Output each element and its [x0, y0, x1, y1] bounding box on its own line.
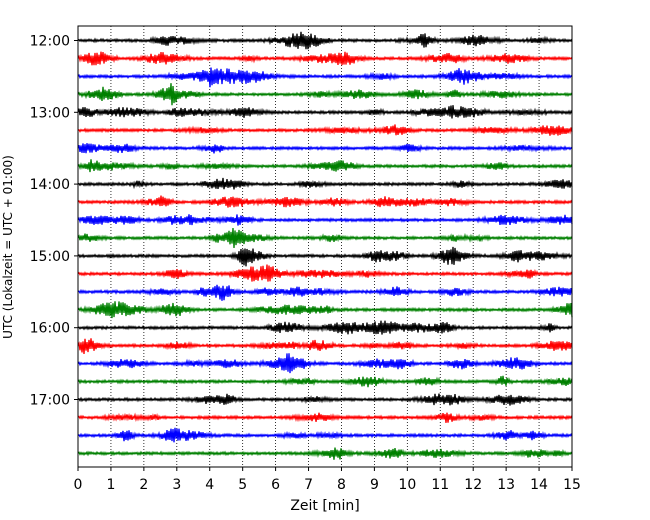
seismogram-traces — [77, 31, 573, 460]
x-tick-label: 15 — [563, 477, 581, 493]
x-tick-label: 8 — [337, 477, 346, 493]
seismogram-trace — [77, 177, 573, 190]
seismogram-trace — [77, 31, 573, 50]
seismogram-trace — [77, 301, 573, 319]
x-tick-label: 9 — [370, 477, 379, 493]
seismogram-trace — [77, 228, 573, 249]
x-tick-label: 1 — [106, 477, 115, 493]
seismogram-trace — [77, 353, 573, 374]
x-axis-label: Zeit [min] — [290, 498, 359, 514]
seismogram-trace — [77, 338, 573, 355]
seismogram-trace — [77, 143, 573, 154]
y-axis-label: UTC (Lokalzeit = UTC + 01:00) — [1, 155, 15, 339]
seismogram-trace — [77, 214, 573, 226]
x-tick-label: 5 — [238, 477, 247, 493]
seismogram-trace — [77, 124, 573, 136]
x-tick-label: 7 — [304, 477, 313, 493]
seismogram-trace — [77, 246, 573, 267]
x-tick-label: 14 — [530, 477, 548, 493]
seismogram-trace — [77, 284, 573, 301]
x-tick-label: 13 — [497, 477, 515, 493]
x-tick-label: 6 — [271, 477, 280, 493]
y-axis-ticks: 12:00 13:00 14:00 15:00 16:00 17:00 — [30, 34, 78, 409]
x-tick-label: 0 — [74, 477, 83, 493]
x-tick-label: 10 — [398, 477, 416, 493]
seismogram-trace — [77, 412, 573, 423]
y-tick-label: 15:00 — [30, 249, 70, 265]
y-tick-label: 16:00 — [30, 321, 70, 337]
x-tick-label: 3 — [172, 477, 181, 493]
seismogram-trace — [77, 195, 573, 208]
x-tick-label: 11 — [431, 477, 449, 493]
seismogram-trace — [77, 375, 573, 388]
seismogram-trace — [77, 447, 573, 460]
seismogram-trace — [77, 83, 573, 106]
seismogram-trace — [77, 264, 573, 282]
seismogram-trace — [77, 427, 573, 443]
x-tick-label: 12 — [464, 477, 482, 493]
seismogram-trace — [77, 105, 573, 119]
y-tick-label: 17:00 — [30, 393, 70, 409]
y-tick-label: 14:00 — [30, 177, 70, 193]
seismogram-trace — [77, 51, 573, 66]
y-tick-label: 13:00 — [30, 105, 70, 121]
seismogram-trace — [77, 393, 573, 406]
x-axis-ticks: 0 1 2 3 4 5 6 7 8 9 10 11 12 13 14 15 — [74, 467, 581, 493]
x-tick-label: 4 — [205, 477, 214, 493]
seismogram-trace — [77, 67, 573, 88]
seismogram-trace — [77, 320, 573, 335]
x-tick-label: 2 — [139, 477, 148, 493]
y-tick-label: 12:00 — [30, 34, 70, 50]
seismogram-trace — [77, 159, 573, 173]
plot-frame — [77, 25, 573, 468]
